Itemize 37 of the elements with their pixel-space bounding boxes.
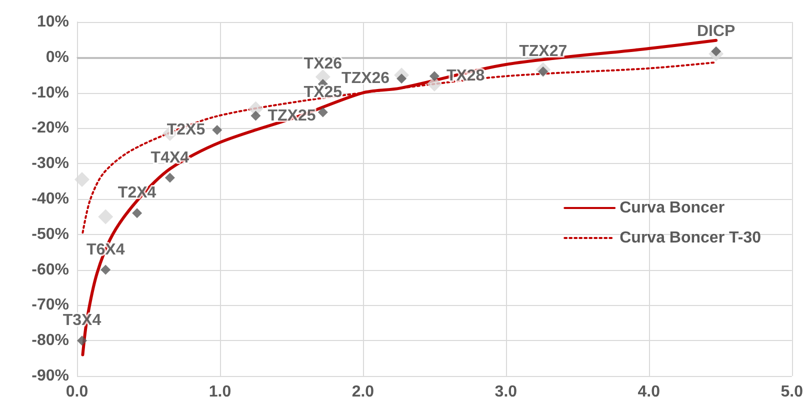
point [212, 124, 222, 135]
y-tick-label: 10% [36, 14, 69, 30]
data-label: TX26 [304, 55, 342, 72]
y-tick-label: -70% [32, 296, 69, 314]
point [74, 172, 90, 188]
point [132, 208, 142, 218]
legend-label: Curva Boncer T-30 [620, 230, 762, 246]
point [250, 110, 261, 121]
data-label: T4X4 [150, 149, 190, 166]
x-tick-label: 3.0 [494, 384, 518, 400]
point [77, 336, 88, 346]
point [164, 172, 175, 183]
data-label: TZX27 [519, 43, 568, 60]
y-tick-label: -40% [32, 190, 69, 208]
x-tick-label: 2.0 [352, 384, 374, 400]
y-tick-label: -90% [32, 368, 69, 384]
x-tick-label: 5.0 [780, 384, 804, 400]
y-tick-label: -10% [32, 84, 69, 102]
y-tick-label: -30% [32, 155, 69, 172]
data-label: TX25 [304, 84, 342, 101]
point [429, 71, 440, 82]
x-tick-label: 0.0 [66, 384, 88, 400]
y-tick-label: -20% [32, 120, 69, 137]
point [426, 76, 442, 92]
data-label: T2X5 [166, 121, 206, 138]
point [318, 107, 328, 118]
y-tick-label: -60% [32, 261, 69, 278]
y-tick-label: 0% [46, 48, 69, 66]
point [100, 264, 111, 275]
x-tick-label: 4.0 [638, 384, 660, 400]
y-tick-label: -80% [32, 332, 69, 350]
legend-label: Curva Boncer [620, 200, 725, 216]
y-tick-label: -50% [32, 226, 69, 243]
point [98, 209, 114, 224]
x-tick-label: 1.0 [208, 384, 232, 400]
data-label: TZX26 [342, 70, 390, 88]
data-label: DICP [696, 22, 736, 40]
